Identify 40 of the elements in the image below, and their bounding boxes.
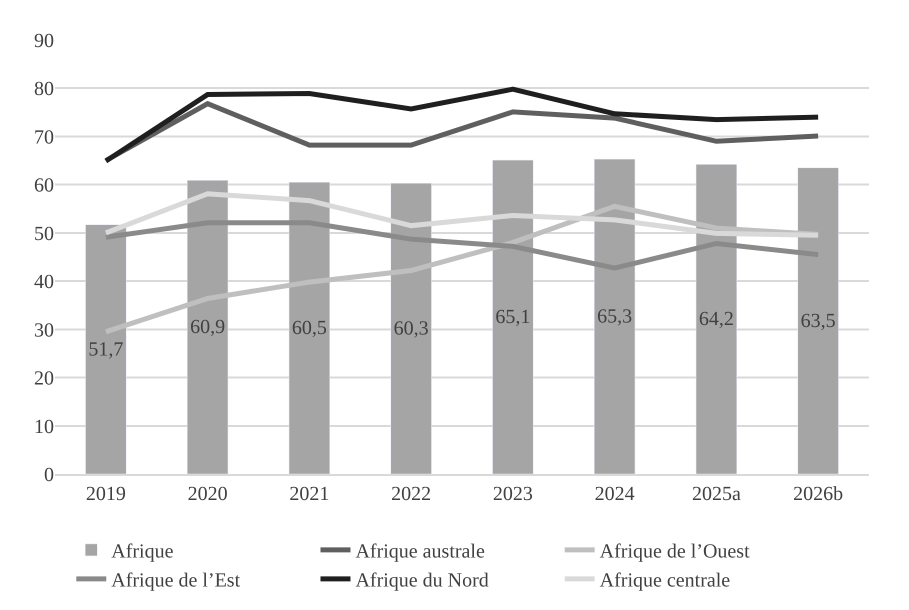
x-tick-label: 2024 (594, 482, 635, 505)
legend-label: Afrique de l’Est (111, 570, 241, 592)
data-label: 60,5 (292, 317, 327, 340)
y-tick-label: 40 (34, 271, 54, 294)
y-tick-label: 90 (34, 30, 54, 52)
legend-label: Afrique de l’Ouest (600, 540, 750, 563)
bar (85, 224, 126, 474)
y-tick-label: 80 (34, 78, 54, 100)
x-tick-label: 2020 (188, 482, 228, 505)
bar (288, 182, 330, 474)
bar (798, 168, 839, 474)
bar (696, 164, 737, 474)
x-tick-label: 2021 (289, 482, 330, 505)
x-tick-label: 2023 (492, 482, 533, 505)
data-label: 64,2 (698, 308, 734, 330)
x-tick-label: 2025a (692, 482, 741, 505)
y-tick-label: 60 (34, 174, 54, 197)
data-label: 65,3 (597, 306, 632, 328)
x-tick-label: 2019 (86, 482, 126, 505)
bar (187, 180, 228, 474)
legend-label: Afrique centrale (600, 570, 730, 592)
legend-label: Afrique du Nord (355, 570, 489, 592)
x-tick-label: 2026b (793, 482, 844, 505)
y-tick-label: 50 (34, 222, 54, 245)
bar (390, 182, 432, 474)
y-tick-label: 10 (34, 416, 54, 438)
data-label: 60,3 (394, 318, 429, 340)
y-tick-label: 20 (34, 368, 54, 390)
bar (492, 160, 534, 474)
legend-label: Afrique australe (355, 540, 485, 563)
data-label: 65,1 (495, 306, 530, 328)
y-tick-label: 0 (44, 464, 54, 486)
y-tick-label: 70 (34, 126, 54, 148)
legend-label: Afrique (111, 540, 174, 563)
data-label: 63,5 (800, 310, 836, 332)
x-tick-label: 2022 (391, 482, 432, 505)
y-tick-label: 30 (34, 319, 54, 342)
data-label: 51,7 (88, 338, 124, 360)
data-label: 60,9 (190, 316, 226, 338)
bar (594, 158, 636, 474)
